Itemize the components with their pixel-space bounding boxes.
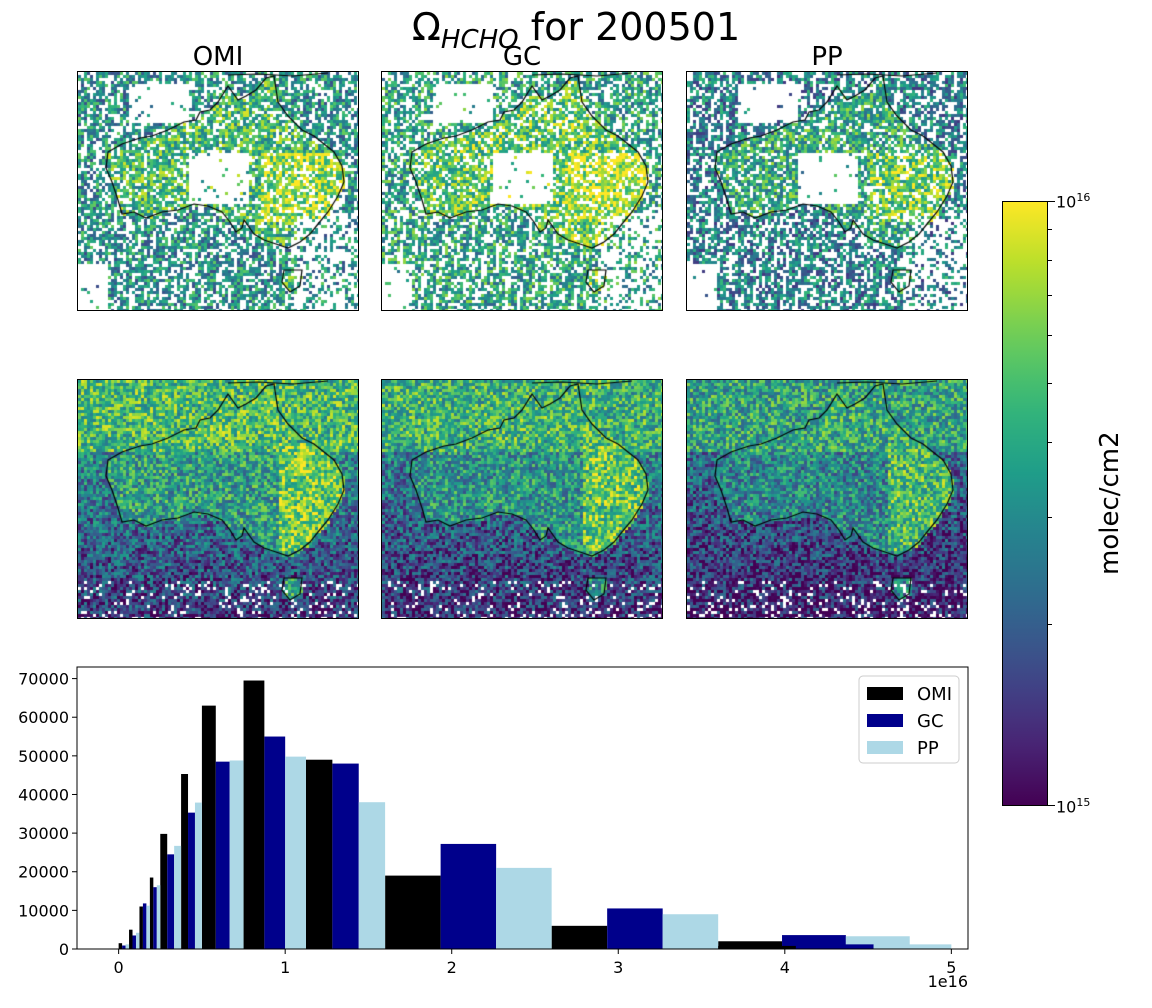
colorbar-ticks [1048,201,1056,806]
bar-gc [440,843,497,949]
bar-pp [662,914,719,949]
bar-pp [496,867,552,949]
bar-pp [873,944,952,949]
map-pp-dense [686,379,968,619]
map-omi-dense [77,379,359,619]
bar-gc [132,935,136,949]
x-tick-label: 1 [280,958,290,977]
y-tick-label: 70000 [18,670,69,689]
bar-omi [305,759,333,949]
legend-label-omi: OMI [917,684,952,705]
map-pp-sparse [686,71,968,311]
bar-omi [551,925,608,949]
legend-swatch-omi [867,687,903,700]
bar-pp [146,905,150,949]
y-tick-label: 10000 [18,901,69,920]
figure-title: ΩHCHO for 200501 [411,5,741,55]
bar-omi [718,941,783,949]
bar-pp [125,944,130,949]
legend-swatch-gc [867,714,903,727]
map-gc-dense [381,379,663,619]
bar-pp [229,760,244,949]
legend-swatch-pp [867,741,903,754]
colorbar-min-label: 1015 [1056,796,1091,817]
bar-gc [153,887,157,949]
bar-omi [243,680,265,949]
map-omi-sparse [77,71,359,311]
bar-gc [188,812,195,949]
bar-omi [181,774,189,949]
bar-gc [795,944,874,949]
bar-gc [167,854,175,949]
plot-frame [76,666,969,950]
x-tick-label: 3 [613,958,623,977]
y-tick-label: 50000 [18,747,69,766]
y-tick-label: 30000 [18,824,69,843]
bar-omi [385,875,441,949]
bar-gc [607,908,663,949]
bar-omi [129,929,133,949]
colorbar-max-label: 1016 [1056,191,1091,212]
x-tick-label: 2 [447,958,457,977]
bar-pp [135,932,140,949]
y-tick-label: 20000 [18,863,69,882]
bar-gc [332,763,359,949]
bar-pp [285,756,306,949]
y-tick-label: 0 [59,940,69,959]
bar-omi [139,906,143,949]
bar-gc [142,903,147,949]
legend-label-gc: GC [917,711,944,732]
map-gc-sparse [381,71,663,311]
x-tick-label: 0 [114,958,124,977]
x-tick-label: 4 [780,958,790,977]
bar-pp [156,885,161,949]
bar-omi [201,705,216,949]
bar-pp [194,802,202,949]
x-offset-label: 1e16 [928,972,968,991]
y-tick-label: 40000 [18,785,69,804]
bar-omi [160,833,168,949]
bar-gc [122,945,126,949]
bar-gc [264,736,286,949]
y-tick-label: 60000 [18,708,69,727]
column-title-gc: GC [502,42,542,72]
bar-gc [215,761,230,949]
bar-omi [118,943,123,949]
bar-omi [149,877,154,949]
colorbar [1002,201,1048,806]
bar-pp [174,845,182,949]
column-title-pp: PP [811,42,843,72]
legend-label-pp: PP [917,738,939,759]
x-tick-label: 5 [946,958,956,977]
bar-pp [358,802,386,949]
bar-omi [718,945,796,949]
column-title-omi: OMI [192,42,244,72]
